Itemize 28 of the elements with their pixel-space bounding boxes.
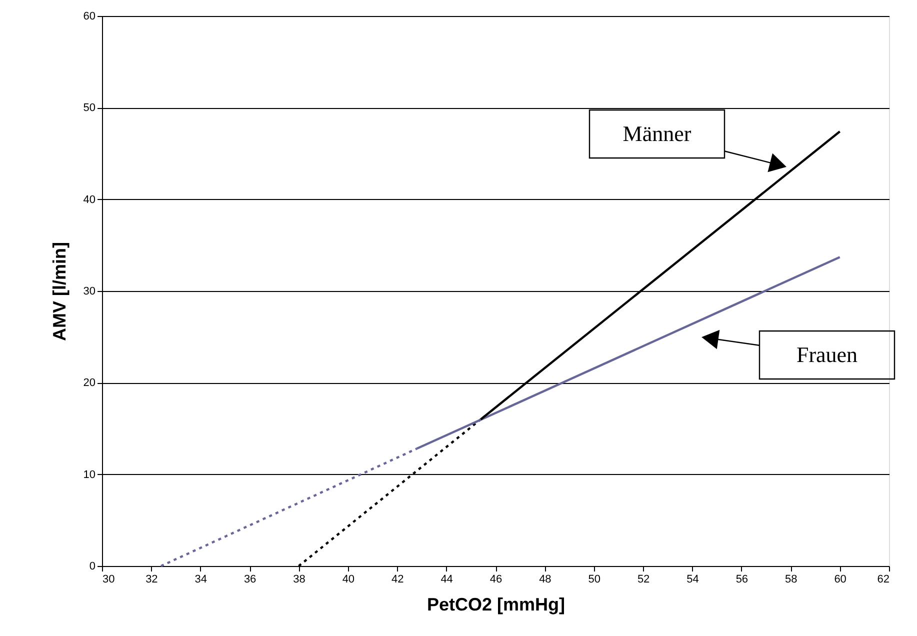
annotation: Männer <box>622 121 692 146</box>
y-tick-label: 30 <box>83 286 96 298</box>
x-tick-label: 34 <box>194 574 207 586</box>
x-tick-label: 40 <box>342 574 355 586</box>
x-tick-label: 50 <box>588 574 600 586</box>
y-tick-label: 50 <box>83 102 96 114</box>
x-tick-label: 30 <box>102 574 115 586</box>
x-tick-label: 58 <box>785 574 798 586</box>
y-tick-label: 10 <box>83 468 96 481</box>
x-tick-label: 38 <box>293 574 306 586</box>
y-tick-label: 0 <box>89 560 96 572</box>
y-tick-label: 60 <box>83 10 96 22</box>
x-tick-label: 48 <box>539 574 552 586</box>
x-axis-title: PetCO2 [mmHg] <box>426 594 566 614</box>
x-tick-label: 54 <box>686 574 699 586</box>
x-tick-label: 62 <box>877 574 890 586</box>
x-tick-label: 52 <box>637 574 650 586</box>
y-tick-label: 40 <box>83 194 96 206</box>
x-tick-label: 36 <box>244 574 256 586</box>
annotation: Frauen <box>796 342 858 367</box>
x-tick-label: 46 <box>490 574 502 586</box>
x-tick-label: 44 <box>440 574 453 586</box>
y-axis-title: AMV [l/min] <box>49 242 70 341</box>
x-tick-label: 42 <box>392 574 404 586</box>
x-tick-label: 56 <box>736 574 748 586</box>
x-tick-label: 32 <box>146 574 158 586</box>
y-tick-label: 20 <box>83 377 96 390</box>
x-tick-label: 60 <box>834 574 846 586</box>
